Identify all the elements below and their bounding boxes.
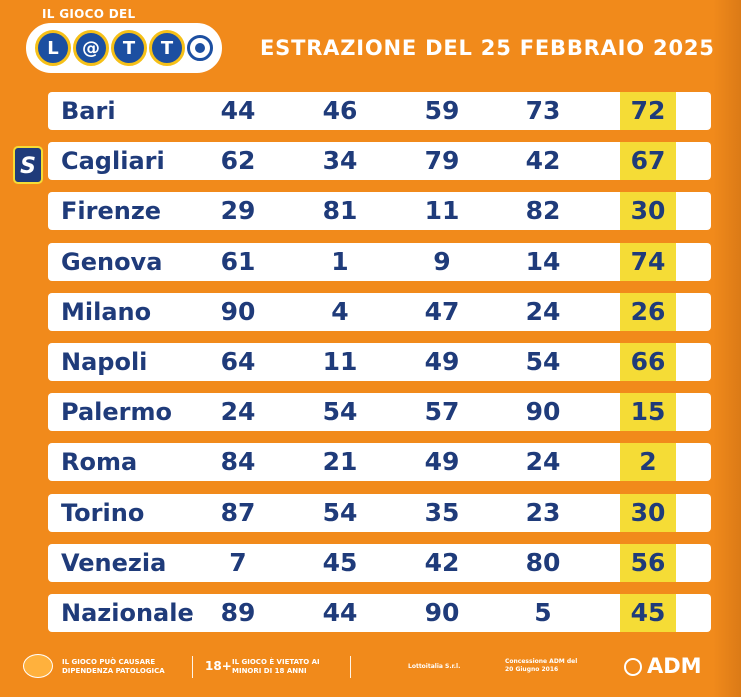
drawn-number: 5	[534, 598, 552, 627]
city-name: Roma	[61, 448, 138, 476]
city-name: Cagliari	[61, 147, 165, 175]
city-name: Firenze	[61, 197, 162, 225]
city-name: Milano	[61, 298, 152, 326]
footer-divider	[350, 656, 351, 678]
drawn-number: 59	[424, 96, 460, 125]
edge-shade	[713, 0, 741, 697]
drawn-number: 21	[322, 447, 358, 476]
drawn-number: 90	[424, 598, 460, 627]
logo-letter-l: L	[35, 30, 71, 66]
page-title: ESTRAZIONE DEL 25 FEBBRAIO 2025	[260, 36, 715, 60]
operator-name: Lottoitalia S.r.l.	[408, 663, 461, 670]
drawn-number: 84	[220, 447, 256, 476]
drawn-number: 42	[525, 146, 561, 175]
drawn-number: 89	[220, 598, 256, 627]
drawn-number: 80	[525, 548, 561, 577]
logo-top-text: IL GIOCO DEL	[42, 7, 136, 21]
highlighted-number: 2	[620, 443, 676, 481]
drawn-number: 42	[424, 548, 460, 577]
s-badge-icon: S	[13, 146, 43, 184]
city-name: Palermo	[61, 398, 172, 426]
highlighted-number: 56	[620, 544, 676, 582]
city-name: Venezia	[61, 549, 167, 577]
drawn-number: 79	[424, 146, 460, 175]
drawn-number: 45	[322, 548, 358, 577]
table-row: Cagliari 62 34 79 42 67	[48, 142, 711, 180]
drawn-number: 54	[322, 498, 358, 527]
table-row: Napoli 64 11 49 54 66	[48, 343, 711, 381]
city-name: Genova	[61, 248, 163, 276]
drawn-number: 64	[220, 347, 256, 376]
concession-text: Concessione ADM del 20 Giugno 2016	[505, 658, 578, 673]
drawn-number: 57	[424, 397, 460, 426]
highlighted-number: 72	[620, 92, 676, 130]
logo-dot-icon	[187, 35, 213, 61]
highlighted-number: 26	[620, 293, 676, 331]
drawn-number: 49	[424, 347, 460, 376]
table-row: Firenze 29 81 11 82 30	[48, 192, 711, 230]
lotto-logo: L @ T T	[26, 23, 222, 73]
adm-emblem-icon	[624, 658, 642, 676]
drawn-number: 90	[220, 297, 256, 326]
table-row: Bari 44 46 59 73 72	[48, 92, 711, 130]
table-row: Roma 84 21 49 24 2	[48, 443, 711, 481]
footer-divider	[192, 656, 193, 678]
drawn-number: 87	[220, 498, 256, 527]
drawn-number: 24	[525, 297, 561, 326]
highlighted-number: 66	[620, 343, 676, 381]
drawn-number: 44	[220, 96, 256, 125]
drawn-number: 7	[229, 548, 247, 577]
drawn-number: 24	[525, 447, 561, 476]
drawn-number: 34	[322, 146, 358, 175]
table-row: Torino 87 54 35 23 30	[48, 494, 711, 532]
table-row: Nazionale 89 44 90 5 45	[48, 594, 711, 632]
drawn-number: 90	[525, 397, 561, 426]
city-name: Nazionale	[61, 599, 194, 627]
highlighted-number: 30	[620, 494, 676, 532]
drawn-number: 4	[331, 297, 349, 326]
drawn-number: 44	[322, 598, 358, 627]
gioco-responsabile-logo-icon	[23, 654, 53, 678]
drawn-number: 49	[424, 447, 460, 476]
city-name: Torino	[61, 499, 145, 527]
highlighted-number: 15	[620, 393, 676, 431]
drawn-number: 46	[322, 96, 358, 125]
table-row: Palermo 24 54 57 90 15	[48, 393, 711, 431]
drawn-number: 9	[433, 247, 451, 276]
highlighted-number: 45	[620, 594, 676, 632]
table-row: Milano 90 4 47 24 26	[48, 293, 711, 331]
table-row: Venezia 7 45 42 80 56	[48, 544, 711, 582]
drawn-number: 29	[220, 196, 256, 225]
age-limit: 18+	[205, 659, 232, 673]
footer-warning-minors: IL GIOCO È VIETATO AI MINORI DI 18 ANNI	[232, 658, 320, 675]
drawn-number: 23	[525, 498, 561, 527]
logo-letter-t2: T	[149, 30, 185, 66]
drawn-number: 35	[424, 498, 460, 527]
city-name: Bari	[61, 97, 116, 125]
drawn-number: 81	[322, 196, 358, 225]
logo-letter-t1: T	[111, 30, 147, 66]
drawn-number: 54	[322, 397, 358, 426]
city-name: Napoli	[61, 348, 148, 376]
highlighted-number: 74	[620, 243, 676, 281]
drawn-number: 1	[331, 247, 349, 276]
drawn-number: 61	[220, 247, 256, 276]
drawn-number: 24	[220, 397, 256, 426]
drawn-number: 73	[525, 96, 561, 125]
highlighted-number: 67	[620, 142, 676, 180]
footer: IL GIOCO PUÒ CAUSARE DIPENDENZA PATOLOGI…	[0, 648, 741, 684]
drawn-number: 82	[525, 196, 561, 225]
drawn-number: 11	[424, 196, 460, 225]
drawn-number: 11	[322, 347, 358, 376]
drawn-number: 62	[220, 146, 256, 175]
drawn-number: 54	[525, 347, 561, 376]
drawn-number: 14	[525, 247, 561, 276]
highlighted-number: 30	[620, 192, 676, 230]
footer-warning-addiction: IL GIOCO PUÒ CAUSARE DIPENDENZA PATOLOGI…	[62, 658, 165, 675]
adm-logo: ADM	[647, 654, 702, 678]
logo-spiral-icon: @	[73, 30, 109, 66]
table-row: Genova 61 1 9 14 74	[48, 243, 711, 281]
drawn-number: 47	[424, 297, 460, 326]
